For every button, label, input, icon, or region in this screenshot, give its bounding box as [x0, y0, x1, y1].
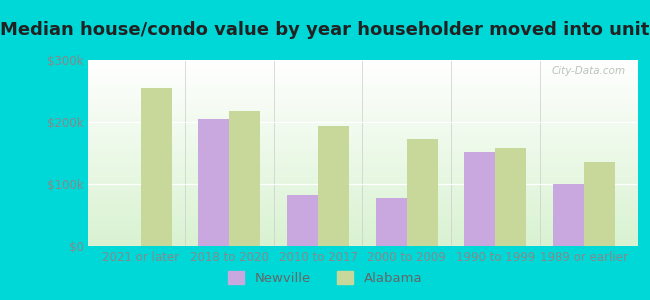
- Text: Median house/condo value by year householder moved into unit: Median house/condo value by year househo…: [0, 21, 650, 39]
- Bar: [287, 195, 318, 246]
- Bar: [376, 198, 407, 246]
- Bar: [464, 152, 495, 246]
- Bar: [553, 184, 584, 246]
- Bar: [318, 126, 349, 246]
- Legend: Newville, Alabama: Newville, Alabama: [223, 266, 427, 290]
- Bar: [229, 111, 261, 246]
- Bar: [141, 88, 172, 246]
- Bar: [495, 148, 526, 246]
- Bar: [584, 162, 615, 246]
- Bar: [198, 119, 229, 246]
- Text: City-Data.com: City-Data.com: [552, 66, 626, 76]
- Bar: [407, 140, 437, 246]
